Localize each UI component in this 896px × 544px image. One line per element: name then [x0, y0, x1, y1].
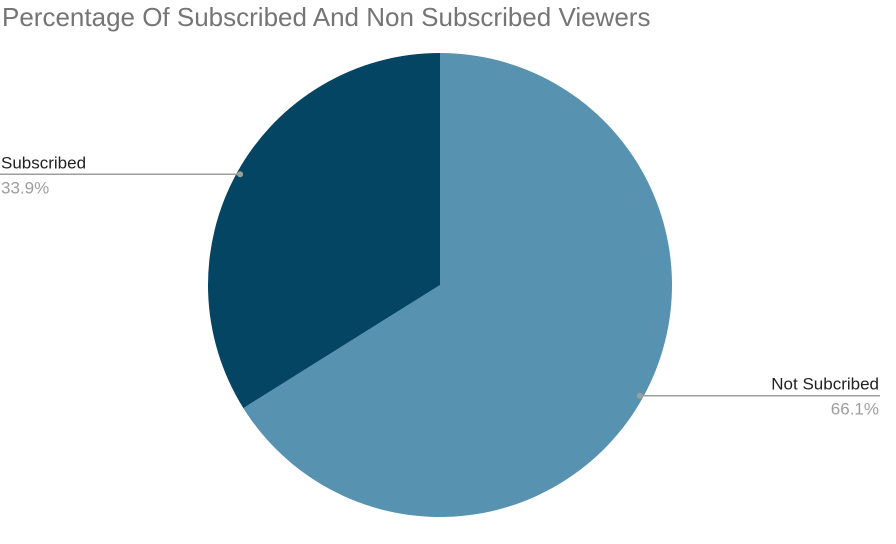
pie-slices — [208, 53, 673, 518]
chart-title: Percentage Of Subscribed And Non Subscri… — [2, 2, 651, 32]
slice-value-label-subscribed: 33.9% — [1, 178, 49, 197]
pie-slice-not-subcribed — [243, 53, 673, 518]
pie-slice-subscribed — [208, 53, 440, 409]
pie-labels: Not Subcribed 66.1% Subscribed 33.9% — [0, 153, 880, 419]
slice-value-label-not-subcribed: 66.1% — [831, 400, 879, 419]
slice-label-not-subcribed: Not Subcribed — [771, 375, 879, 394]
slice-label-subscribed: Subscribed — [1, 153, 86, 172]
